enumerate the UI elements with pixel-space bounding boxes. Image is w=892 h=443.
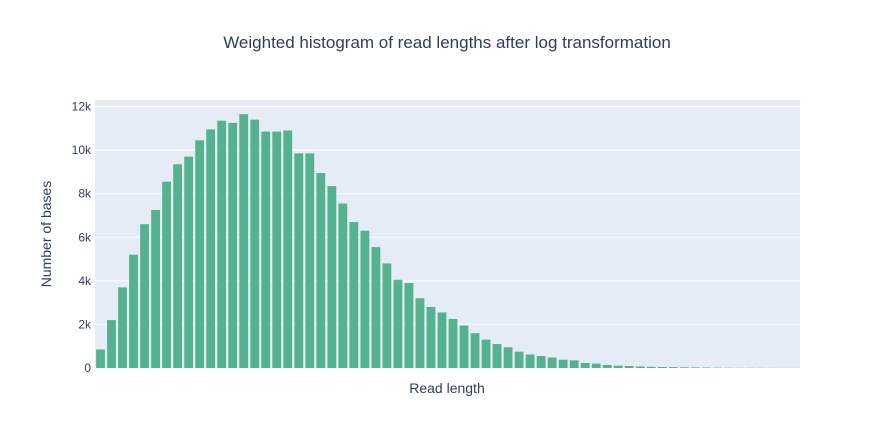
histogram-bar [448, 318, 458, 368]
y-tick-label: 6k [78, 230, 92, 244]
y-tick-label: 0 [84, 361, 91, 375]
histogram-bar [360, 230, 370, 368]
histogram-bar [459, 325, 469, 368]
histogram-bar [129, 254, 138, 368]
histogram-bar [272, 131, 282, 368]
histogram-bar [338, 203, 348, 368]
histogram-bar [415, 298, 425, 368]
histogram-bar [569, 360, 579, 368]
histogram-bar [173, 164, 183, 368]
y-tick-label: 12k [72, 100, 92, 114]
histogram-bar [283, 130, 293, 368]
histogram-bar [657, 367, 667, 368]
y-tick-label: 4k [78, 274, 92, 288]
histogram-bar [228, 122, 238, 368]
histogram-bar [635, 366, 645, 368]
histogram-bar [294, 153, 304, 368]
histogram-bar [514, 351, 524, 368]
histogram-bar [184, 156, 194, 368]
chart-title: Weighted histogram of read lengths after… [223, 33, 671, 52]
histogram-bar [316, 172, 326, 368]
histogram-bar [118, 287, 127, 368]
histogram-bar [151, 210, 160, 368]
histogram-bar [525, 354, 535, 368]
histogram-bar [404, 283, 414, 368]
y-tick-label: 10k [72, 143, 92, 157]
histogram-bar [162, 181, 172, 368]
y-axis-title: Number of bases [38, 181, 54, 288]
histogram-bar [96, 349, 105, 368]
histogram-bar [547, 357, 557, 368]
histogram-bar [624, 366, 634, 368]
histogram-bar [261, 131, 271, 368]
histogram-bar [470, 333, 480, 368]
histogram-bar [481, 339, 491, 368]
histogram-bar [140, 224, 149, 368]
histogram-bar [195, 140, 205, 368]
histogram-bar [580, 362, 590, 368]
histogram-bar [217, 120, 227, 368]
histogram-bar [503, 347, 513, 368]
histogram-bar [558, 359, 568, 368]
histogram-bar [492, 344, 502, 368]
histogram-bar [646, 366, 656, 368]
histogram-bar [393, 279, 403, 368]
histogram-bar [371, 247, 381, 368]
y-tick-label: 2k [78, 317, 92, 331]
histogram-bar [679, 367, 689, 368]
y-tick-labels: 0 2k 4k 6k 8k 10k 12k [72, 100, 92, 375]
histogram-bar [327, 186, 337, 368]
histogram-bar [349, 222, 359, 368]
x-axis-title: Read length [409, 380, 485, 396]
histogram-bar [107, 320, 116, 368]
histogram-bar [668, 367, 678, 368]
histogram-bar [239, 114, 249, 368]
histogram-bar [690, 367, 700, 368]
histogram-bar [437, 312, 447, 368]
histogram-bar [382, 263, 392, 368]
histogram-bar [536, 356, 546, 368]
histogram-bar [206, 129, 216, 368]
y-tick-label: 8k [78, 187, 92, 201]
histogram-bar [591, 363, 601, 368]
histogram-bar [426, 306, 436, 368]
histogram-bar [250, 119, 260, 368]
bars [96, 114, 799, 368]
histogram-bar [613, 365, 623, 368]
histogram-bar [305, 153, 315, 368]
histogram-bar [602, 364, 612, 368]
